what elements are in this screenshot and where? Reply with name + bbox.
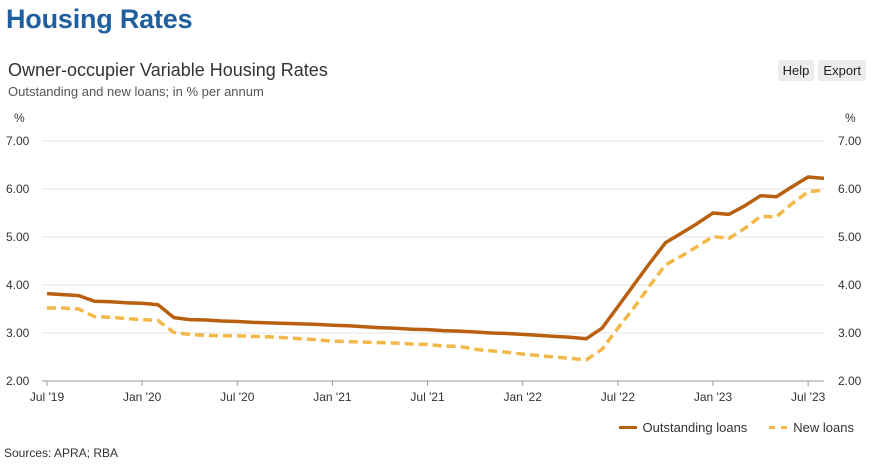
y-tick-label-left: 5.00 [6,230,30,244]
legend-label-outstanding: Outstanding loans [642,420,748,435]
y-tick-label-left: 7.00 [6,134,30,148]
export-button[interactable]: Export [818,60,866,81]
y-tick-label-right: 7.00 [838,134,862,148]
chart-toolbar: Help Export [777,60,866,81]
series-line-outstanding-loans [46,175,825,341]
legend-swatch-new-loans [769,426,788,429]
x-tick-label: Jul '21 [410,390,445,404]
page-title: Housing Rates [6,4,193,34]
legend-label-new-loans: New loans [793,420,854,435]
y-unit-label-left: % [14,111,25,125]
x-tick-label: Jan '20 [123,390,162,404]
legend-item-new-loans: New loans [769,420,854,435]
legend-swatch-outstanding [618,426,637,429]
y-tick-label-left: 2.00 [6,374,30,388]
y-unit-label-right: % [845,111,856,125]
x-tick-label: Jan '21 [313,390,352,404]
series-line-new-loans [47,188,825,362]
y-tick-label-left: 6.00 [6,182,30,196]
source-note: Sources: APRA; RBA [4,446,119,460]
y-tick-label-right: 3.00 [838,326,862,340]
x-tick-label: Jul '19 [30,390,65,404]
x-tick-label: Jul '23 [791,390,826,404]
y-tick-label-left: 3.00 [6,326,30,340]
y-tick-label-right: 4.00 [838,278,862,292]
x-tick-label: Jul '22 [601,390,636,404]
y-tick-label-left: 4.00 [6,278,30,292]
help-button[interactable]: Help [777,60,815,81]
x-tick-label: Jul '20 [220,390,255,404]
chart-title: Owner-occupier Variable Housing Rates [8,60,328,80]
line-chart: % % 2.00 2.00 3.00 3.00 4.00 4.00 5.00 5.00 6.00 6.… [6,111,862,404]
x-tick-label: Jan '22 [504,390,543,404]
y-tick-label-right: 2.00 [838,374,862,388]
y-tick-label-right: 5.00 [838,230,862,244]
legend-item-outstanding: Outstanding loans [618,420,748,435]
y-tick-label-right: 6.00 [838,182,862,196]
chart-subtitle: Outstanding and new loans; in % per annu… [8,84,264,99]
x-tick-label: Jan '23 [694,390,733,404]
chart-legend: Outstanding loans New loans [618,420,854,435]
